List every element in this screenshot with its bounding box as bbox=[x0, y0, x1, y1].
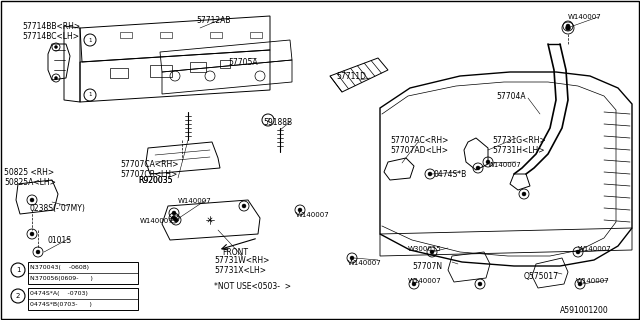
Circle shape bbox=[54, 45, 58, 49]
Text: 2: 2 bbox=[266, 117, 269, 123]
Text: W140007: W140007 bbox=[408, 278, 442, 284]
Text: 50825 <RH>: 50825 <RH> bbox=[4, 168, 54, 177]
Bar bbox=[150, 65, 172, 77]
Text: 59188B: 59188B bbox=[263, 118, 292, 127]
Circle shape bbox=[172, 216, 176, 220]
Circle shape bbox=[350, 256, 354, 260]
Bar bbox=[28, 262, 138, 284]
Bar bbox=[250, 32, 262, 38]
Text: 0474S*B: 0474S*B bbox=[434, 170, 467, 179]
Bar bbox=[220, 60, 230, 68]
Text: R920035: R920035 bbox=[138, 176, 173, 185]
Text: R920035: R920035 bbox=[138, 176, 173, 185]
Circle shape bbox=[412, 282, 416, 286]
Text: *NOT USE<0503-  >: *NOT USE<0503- > bbox=[214, 282, 291, 291]
Text: A591001200: A591001200 bbox=[560, 306, 609, 315]
Bar bbox=[160, 32, 172, 38]
Circle shape bbox=[174, 218, 178, 222]
Text: FRONT: FRONT bbox=[222, 248, 248, 257]
Text: 57707CA<RH>: 57707CA<RH> bbox=[120, 160, 179, 169]
Circle shape bbox=[36, 250, 40, 254]
Circle shape bbox=[54, 76, 58, 79]
Text: 57731X<LH>: 57731X<LH> bbox=[214, 266, 266, 275]
Text: 57707N: 57707N bbox=[412, 262, 442, 271]
Circle shape bbox=[576, 250, 580, 254]
Text: W300015: W300015 bbox=[408, 246, 442, 252]
Text: 50825A<LH>: 50825A<LH> bbox=[4, 178, 56, 187]
Text: N370056(0609-      ): N370056(0609- ) bbox=[30, 276, 93, 281]
Text: 57731H<LH>: 57731H<LH> bbox=[492, 146, 545, 155]
Circle shape bbox=[566, 24, 570, 28]
Circle shape bbox=[428, 172, 432, 176]
Bar bbox=[120, 32, 132, 38]
Text: 57707AC<RH>: 57707AC<RH> bbox=[390, 136, 449, 145]
Text: 57704A: 57704A bbox=[496, 92, 525, 101]
Text: W140007: W140007 bbox=[578, 246, 612, 252]
Text: 57714BC<LH>: 57714BC<LH> bbox=[22, 32, 79, 41]
Text: W140007: W140007 bbox=[348, 260, 381, 266]
Circle shape bbox=[30, 198, 34, 202]
Text: 1: 1 bbox=[88, 37, 92, 43]
Text: 0101S: 0101S bbox=[48, 236, 72, 245]
Circle shape bbox=[30, 232, 34, 236]
Text: 57712AB: 57712AB bbox=[196, 16, 230, 25]
Text: 57707AD<LH>: 57707AD<LH> bbox=[390, 146, 448, 155]
Text: 57731W<RH>: 57731W<RH> bbox=[214, 256, 269, 265]
Text: 57711D: 57711D bbox=[336, 72, 366, 81]
Text: 57731G<RH>: 57731G<RH> bbox=[492, 136, 546, 145]
Circle shape bbox=[430, 250, 434, 254]
Bar bbox=[190, 62, 206, 72]
Text: 57714BB<RH>: 57714BB<RH> bbox=[22, 22, 80, 31]
Text: W140007: W140007 bbox=[568, 14, 602, 20]
Circle shape bbox=[486, 160, 490, 164]
Text: W140007: W140007 bbox=[140, 218, 173, 224]
Text: W140007: W140007 bbox=[488, 162, 522, 168]
Text: 2: 2 bbox=[16, 293, 20, 299]
Text: W140007: W140007 bbox=[296, 212, 330, 218]
Circle shape bbox=[522, 192, 526, 196]
Text: 1: 1 bbox=[16, 267, 20, 273]
Text: W140007: W140007 bbox=[178, 198, 212, 204]
Bar bbox=[110, 68, 128, 78]
Circle shape bbox=[566, 26, 570, 30]
Text: 0474S*A(    -0703): 0474S*A( -0703) bbox=[30, 291, 88, 296]
Circle shape bbox=[298, 208, 302, 212]
Text: W140007: W140007 bbox=[576, 278, 610, 284]
Circle shape bbox=[476, 166, 480, 170]
Text: 0238S(-'07MY): 0238S(-'07MY) bbox=[30, 204, 86, 213]
Circle shape bbox=[578, 282, 582, 286]
Circle shape bbox=[478, 282, 482, 286]
Text: N370043(    -0608): N370043( -0608) bbox=[30, 265, 89, 270]
Circle shape bbox=[172, 211, 176, 215]
Text: 0474S*B(0703-      ): 0474S*B(0703- ) bbox=[30, 302, 92, 307]
Text: 57705A: 57705A bbox=[228, 58, 258, 67]
Text: 57707CB<LH>: 57707CB<LH> bbox=[120, 170, 177, 179]
Circle shape bbox=[242, 204, 246, 208]
Bar bbox=[210, 32, 222, 38]
Text: 1: 1 bbox=[88, 92, 92, 98]
Text: Q575017: Q575017 bbox=[524, 272, 559, 281]
Bar bbox=[28, 288, 138, 310]
